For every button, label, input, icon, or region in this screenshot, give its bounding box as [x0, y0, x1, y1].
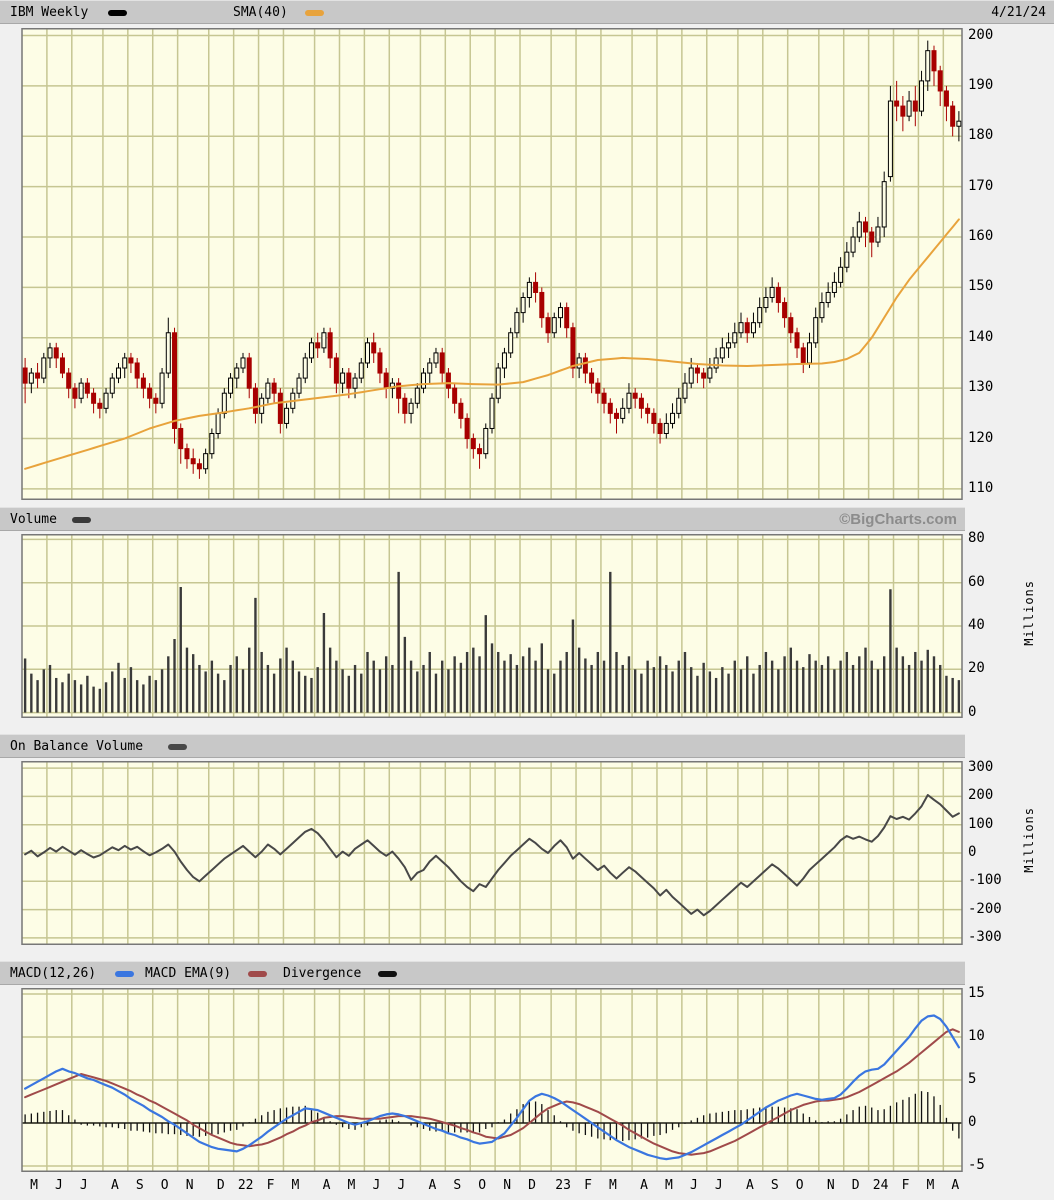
y-axis-tick-label: 20 [968, 660, 985, 677]
volume-header-bar: Volume ©BigCharts.com [0, 507, 965, 531]
x-axis-month-label: N [503, 1178, 512, 1193]
y-axis-tick-label: 0 [968, 1113, 977, 1130]
x-axis-month-label: M [30, 1178, 38, 1193]
bigcharts-watermark: ©BigCharts.com [839, 511, 957, 528]
x-axis-month-label: M [291, 1178, 300, 1193]
x-axis-month-label: A [640, 1178, 648, 1193]
y-axis-tick-label: 200 [968, 787, 994, 804]
x-axis-month-label: 22 [237, 1178, 254, 1193]
x-axis-month-label: J [79, 1178, 88, 1193]
x-axis-month-label: D [528, 1178, 536, 1193]
volume-chart [21, 534, 963, 718]
x-axis-month-label: O [478, 1178, 487, 1193]
y-axis-tick-label: 190 [968, 76, 994, 93]
y-axis-tick-label: 180 [968, 127, 994, 144]
y-axis-tick-label: -5 [968, 1156, 985, 1173]
y-axis-tick-label: 0 [968, 703, 977, 720]
y-axis-tick-label: 150 [968, 278, 994, 295]
x-axis-month-label: M [665, 1178, 673, 1193]
y-axis-tick-label: 140 [968, 328, 994, 345]
x-axis-month-label: S [770, 1178, 779, 1193]
y-axis-tick-label: -100 [968, 872, 1002, 889]
volume-axis-unit-label: Millions [1022, 580, 1036, 646]
x-axis-month-label: O [160, 1178, 169, 1193]
symbol-interval-label: IBM Weekly [10, 5, 89, 20]
divergence-swatch-icon [378, 971, 397, 977]
y-axis-tick-label: 60 [968, 573, 985, 590]
y-axis-tick-label: 0 [968, 844, 977, 860]
x-axis-month-label: D [216, 1178, 225, 1193]
y-axis-tick-label: 120 [968, 429, 994, 446]
x-axis-month-label: F [584, 1178, 592, 1193]
y-axis-tick-label: -200 [968, 900, 1002, 917]
y-axis-tick-label: 170 [968, 177, 994, 194]
volume-swatch-icon [72, 517, 91, 523]
price-chart [21, 28, 963, 500]
x-axis-month-label: 23 [555, 1178, 571, 1193]
x-axis-month-label: J [54, 1178, 63, 1193]
x-axis-month-label: A [428, 1178, 437, 1193]
obv-axis-unit-label: Millions [1022, 807, 1036, 873]
x-axis-month-label: O [795, 1178, 804, 1193]
x-axis-month-label: A [322, 1178, 331, 1193]
obv-swatch-icon [168, 744, 187, 750]
x-axis-month-label: A [111, 1178, 119, 1193]
x-axis-month-label: N [185, 1178, 194, 1193]
sma-swatch-icon [305, 10, 324, 16]
x-axis-month-label: 24 [872, 1178, 889, 1193]
y-axis-tick-label: 300 [968, 759, 994, 776]
macd-ema-label: MACD EMA(9) [145, 966, 232, 981]
x-axis-month-label: F [266, 1178, 275, 1193]
obv-header-bar: On Balance Volume [0, 734, 965, 758]
volume-title: Volume [10, 512, 57, 527]
y-axis-tick-label: 10 [968, 1028, 985, 1044]
macd-header-bar: MACD(12,26) MACD EMA(9) Divergence [0, 961, 965, 985]
x-axis-month-label: M [926, 1178, 935, 1193]
obv-chart [21, 761, 963, 945]
x-axis-month-label: A [745, 1178, 754, 1193]
price-series-swatch-icon [108, 10, 127, 16]
x-axis-month-label: J [714, 1178, 723, 1193]
x-axis-month-label: F [901, 1178, 910, 1193]
x-axis-month-label: M [609, 1178, 617, 1193]
date-label: 4/21/24 [991, 5, 1046, 20]
y-axis-tick-label: 110 [968, 479, 994, 496]
y-axis-tick-label: 130 [968, 379, 994, 396]
sma-label: SMA(40) [233, 5, 288, 20]
macd-chart [21, 988, 963, 1172]
macd-label: MACD(12,26) [10, 966, 97, 981]
y-axis-tick-label: 200 [968, 26, 994, 43]
y-axis-tick-label: 5 [968, 1071, 977, 1087]
macd-ema-swatch-icon [248, 971, 267, 977]
x-axis-month-label: J [397, 1178, 406, 1193]
obv-title: On Balance Volume [10, 739, 144, 754]
chart-header-bar: IBM Weekly SMA(40) 4/21/24 [0, 0, 1054, 24]
x-axis-month-label: S [135, 1178, 144, 1193]
macd-line-swatch-icon [115, 971, 134, 977]
y-axis-tick-label: 15 [968, 985, 985, 1002]
x-axis-month-label: S [453, 1178, 462, 1193]
x-axis-month-label: A [951, 1178, 960, 1193]
y-axis-tick-label: 100 [968, 815, 994, 832]
x-axis-month-label: M [347, 1178, 356, 1193]
y-axis-tick-label: 80 [968, 530, 985, 547]
x-axis-month-label: J [689, 1178, 698, 1193]
x-axis-month-label: D [851, 1178, 860, 1193]
x-axis-month-label: N [826, 1178, 835, 1193]
x-axis-month-label: J [372, 1178, 381, 1193]
divergence-label: Divergence [283, 966, 362, 981]
y-axis-tick-label: 160 [968, 228, 994, 245]
y-axis-tick-label: 40 [968, 617, 985, 633]
y-axis-tick-label: -300 [968, 928, 1002, 945]
